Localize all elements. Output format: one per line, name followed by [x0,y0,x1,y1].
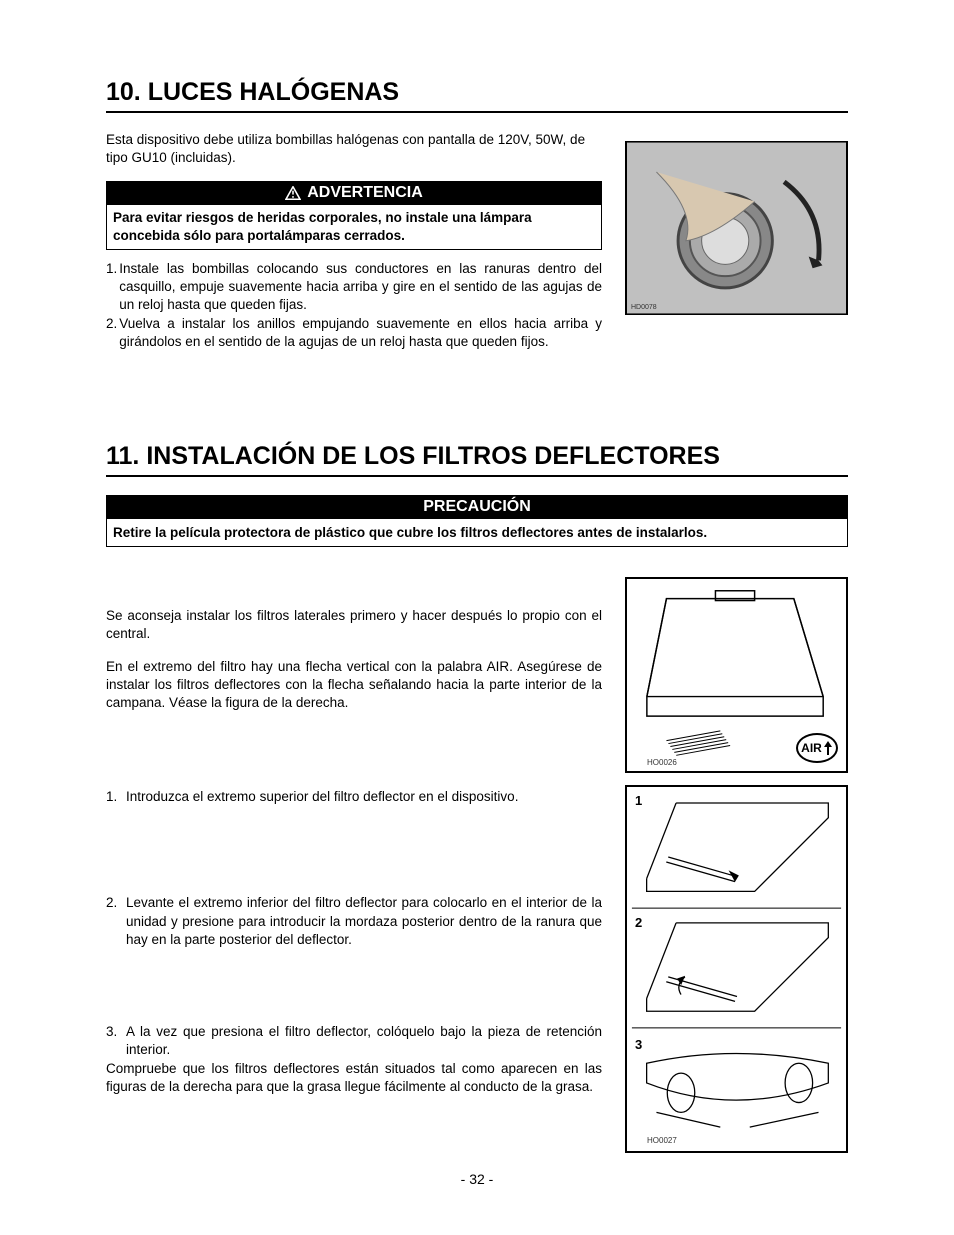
caution-box: PRECAUCIÓN Retire la película protectora… [106,495,848,548]
steps-list: 3. A la vez que presiona el filtro defle… [106,1023,602,1059]
section-10-intro: Esta dispositivo debe utiliza bombillas … [106,131,596,167]
arrow-up-icon [823,740,833,756]
warning-header: ADVERTENCIA [106,181,602,205]
panel-number: 2 [635,915,642,930]
air-text: AIR [801,741,822,755]
steps-list: 2. Levante el extremo inferior del filtr… [106,894,602,949]
step-number: 1. [106,260,117,315]
panel-number: 3 [635,1037,642,1052]
list-item: 3. A la vez que presiona el filtro defle… [106,1023,602,1059]
step-item: 1. Instale las bombillas colocando sus c… [106,260,602,315]
step-text: Instale las bombillas colocando sus cond… [119,260,602,315]
step-number: 1. [106,788,126,806]
step-text: Introduzca el extremo superior del filtr… [126,788,602,806]
section-11-body: Se aconseja instalar los filtros lateral… [106,577,848,1153]
section-11-title: 11. INSTALACIÓN DE LOS FILTROS DEFLECTOR… [106,442,848,477]
step-text: A la vez que presiona el filtro deflecto… [126,1023,602,1059]
warning-icon [285,186,301,200]
warning-body: Para evitar riesgos de heridas corporale… [106,205,602,249]
section-11: 11. INSTALACIÓN DE LOS FILTROS DEFLECTOR… [106,442,848,1154]
list-item: 2. Levante el extremo inferior del filtr… [106,894,602,949]
caution-body: Retire la película protectora de plástic… [106,519,848,548]
step-number: 2. [106,315,117,351]
para-2: En el extremo del filtro hay una flecha … [106,658,602,713]
caution-header: PRECAUCIÓN [106,495,848,519]
air-badge: AIR [796,733,838,763]
step-item: 2. Vuelva a instalar los anillos empujan… [106,315,602,351]
step-text: Levante el extremo inferior del filtro d… [126,894,602,949]
section-11-left: Se aconseja instalar los filtros lateral… [106,577,602,1153]
step-number: 2. [106,894,126,949]
panel-number: 1 [635,793,642,808]
halogen-photo: HD0078 [625,141,848,315]
steps-list: 1. Introduzca el extremo superior del fi… [106,788,602,806]
list-item: 1. Introduzca el extremo superior del fi… [106,788,602,806]
para-1: Se aconseja instalar los filtros lateral… [106,607,602,643]
step-number: 3. [106,1023,126,1059]
figure-label: HO0027 [647,1136,677,1145]
closing-text: Compruebe que los filtros deflectores es… [106,1060,602,1096]
figure-steps: 1 2 3 [625,785,848,1153]
warning-box: ADVERTENCIA Para evitar riesgos de herid… [106,181,602,249]
figure-hood: AIR HO0026 [625,577,848,773]
section-10-steps: 1. Instale las bombillas colocando sus c… [106,260,602,352]
figure-label: HO0026 [647,758,677,767]
step-text: Vuelva a instalar los anillos empujando … [119,315,602,351]
photo-label: HD0078 [631,304,657,311]
warning-header-text: ADVERTENCIA [307,184,423,202]
section-11-right: AIR HO0026 1 2 3 [618,577,848,1153]
page-number: - 32 - [0,1171,954,1187]
section-10-title: 10. LUCES HALÓGENAS [106,78,848,113]
page: 10. LUCES HALÓGENAS Esta dispositivo deb… [0,0,954,1235]
